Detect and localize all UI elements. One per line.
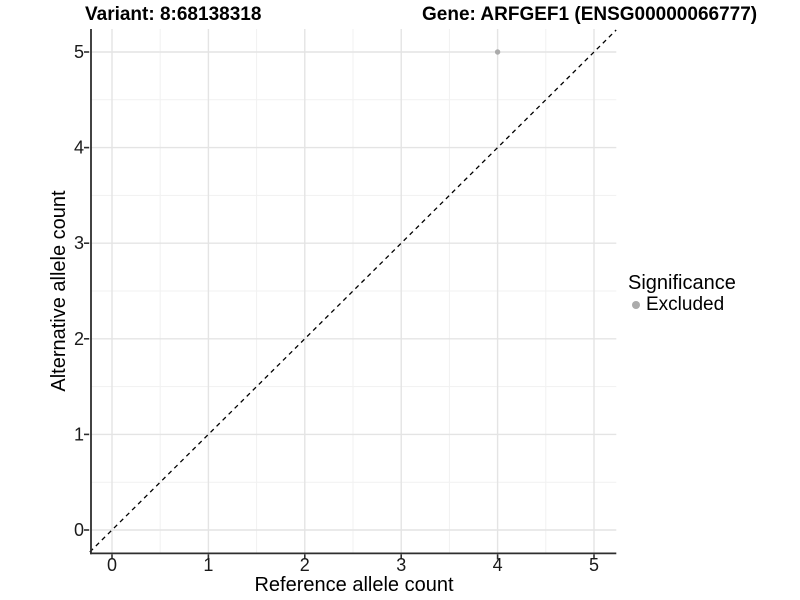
data-point-excluded — [494, 49, 501, 55]
x-tick-label: 5 — [589, 555, 599, 575]
x-tick-label: 3 — [396, 555, 406, 575]
x-tick-label: 0 — [107, 555, 117, 575]
legend: Significance Excluded — [628, 272, 736, 315]
y-tick-label: 5 — [74, 42, 84, 62]
x-tick-label: 4 — [493, 555, 503, 575]
y-tick-label: 3 — [74, 233, 84, 253]
x-tick-label: 2 — [300, 555, 310, 575]
y-tick-label: 4 — [74, 138, 84, 158]
data-points — [494, 49, 501, 55]
grid-major — [91, 29, 617, 553]
y-tick-label: 1 — [74, 424, 84, 444]
axis-ticks: 0 1 2 3 4 5 0 1 2 3 4 5 — [74, 42, 599, 575]
y-tick-label: 2 — [74, 329, 84, 349]
plot-title-variant: Variant: 8:68138318 — [85, 4, 262, 25]
legend-item-excluded: Excluded — [632, 295, 736, 315]
legend-title: Significance — [628, 272, 736, 294]
x-axis-title: Reference allele count — [254, 574, 454, 596]
y-tick-label: 0 — [74, 520, 84, 540]
x-tick-label: 1 — [203, 555, 213, 575]
legend-key-dot — [632, 301, 640, 309]
legend-item-label: Excluded — [646, 294, 725, 315]
plot-title-gene: Gene: ARFGEF1 (ENSG00000066777) — [422, 4, 758, 25]
y-axis-title: Alternative allele count — [48, 190, 70, 392]
grid-minor — [91, 29, 617, 553]
